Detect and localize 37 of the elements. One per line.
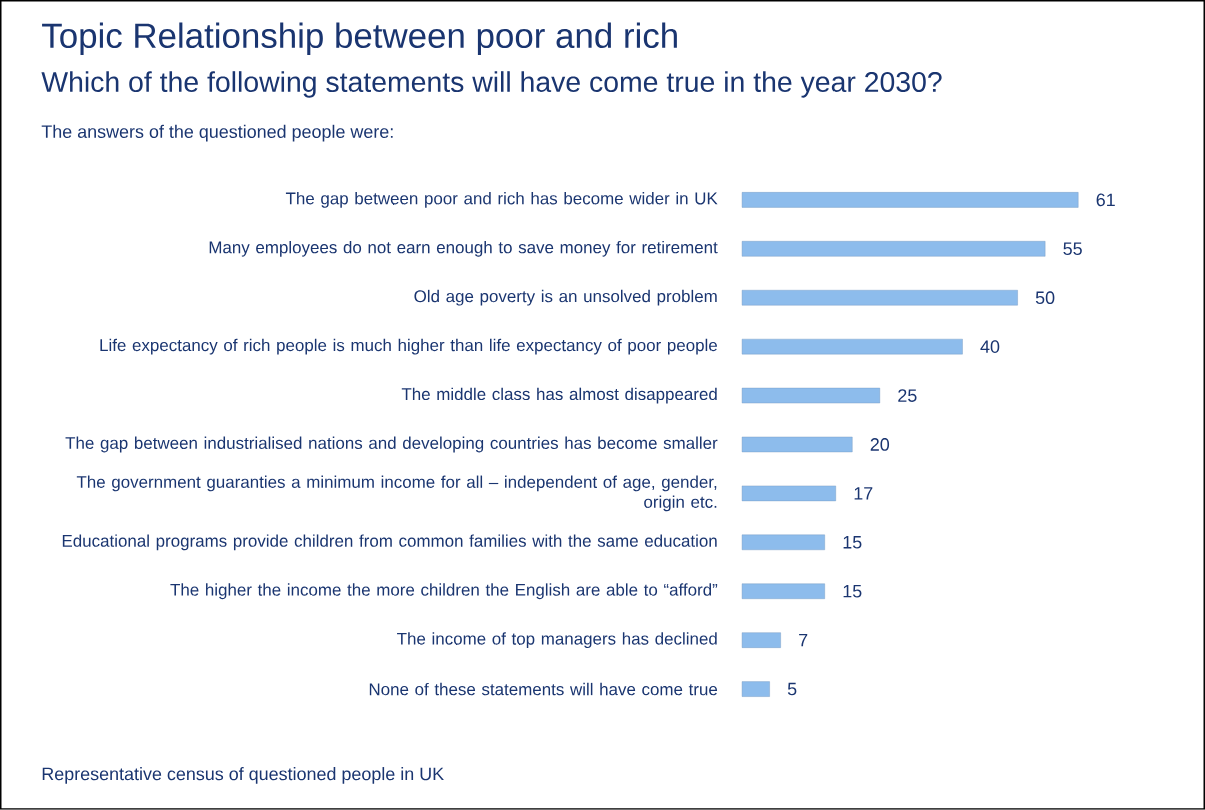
y-tick-label: The gap between industrialised nations and developing countries has become smaller (65, 436, 718, 453)
data-label: 61 (1096, 193, 1115, 207)
y-tick-label: Life expectancy of rich people is much higher than life expectancy of poor people (100, 338, 717, 355)
bar (741, 339, 963, 355)
data-label: 55 (1063, 242, 1082, 256)
bar (741, 534, 825, 551)
bar (741, 583, 825, 600)
bar (741, 632, 781, 648)
data-label: 17 (854, 487, 873, 500)
data-label: 5 (787, 682, 797, 696)
data-label: 15 (843, 585, 862, 598)
data-label: 40 (980, 340, 1000, 354)
y-tick-label: Old age poverty is an unsolved problem (414, 289, 717, 306)
text: Topic Relationship between poor and rich (42, 22, 677, 56)
text: The answers of the questioned people were: (41, 124, 393, 142)
data-label: 7 (799, 634, 808, 647)
y-tick-label: The gap between poor and rich has become wider in UK (285, 192, 718, 208)
data-label: 25 (898, 389, 917, 402)
bar (741, 192, 1079, 208)
y-tick-label: The government guaranties a minimum income for all – independent of age, gender, origin etc. (76, 475, 717, 512)
bar (741, 681, 770, 697)
bar (741, 436, 853, 453)
bar (741, 387, 881, 404)
data-label: 20 (870, 438, 890, 451)
data-label: 50 (1035, 291, 1055, 305)
y-tick-label: The middle class has almost disappeared (401, 387, 717, 404)
y-tick-label: Many employees do not earn enough to save money for retirement (209, 240, 718, 257)
y-tick-label: None of these statements will have come true (369, 682, 718, 696)
y-tick-label: The income of top managers has declined (397, 632, 717, 649)
text: Representative census of questioned people in UK (42, 767, 444, 784)
y-tick-label: The higher the income the more children the English are able to “afford” (170, 583, 718, 600)
data-label: 15 (843, 536, 862, 549)
text: Which of the following statements will have come true in the year 2030? (41, 71, 942, 98)
y-tick-label: Educational programs provide children from common families with the same education (62, 534, 717, 551)
bar (741, 485, 836, 502)
bar (741, 241, 1046, 257)
bar (741, 290, 1018, 306)
